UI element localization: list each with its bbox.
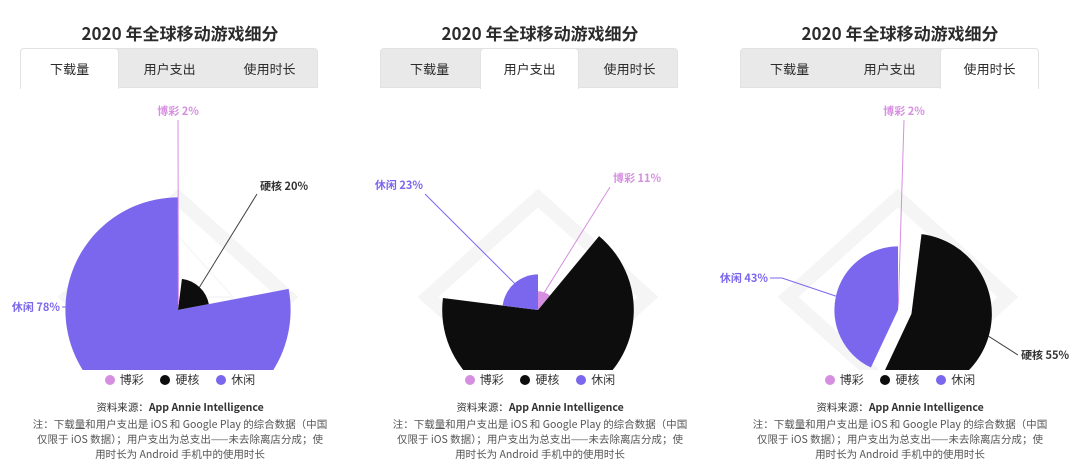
svg-text:博彩 2%: 博彩 2% [883, 103, 925, 119]
svg-text:休闲 23%: 休闲 23% [375, 177, 423, 193]
svg-text:硬核 20%: 硬核 20% [260, 178, 308, 194]
svg-text:硬核 55%: 硬核 55% [1021, 347, 1069, 363]
svg-text:博彩 11%: 博彩 11% [613, 170, 661, 186]
svg-text:博彩 2%: 博彩 2% [157, 103, 199, 119]
svg-text:休闲 78%: 休闲 78% [12, 299, 60, 315]
svg-text:休闲 43%: 休闲 43% [720, 270, 768, 286]
